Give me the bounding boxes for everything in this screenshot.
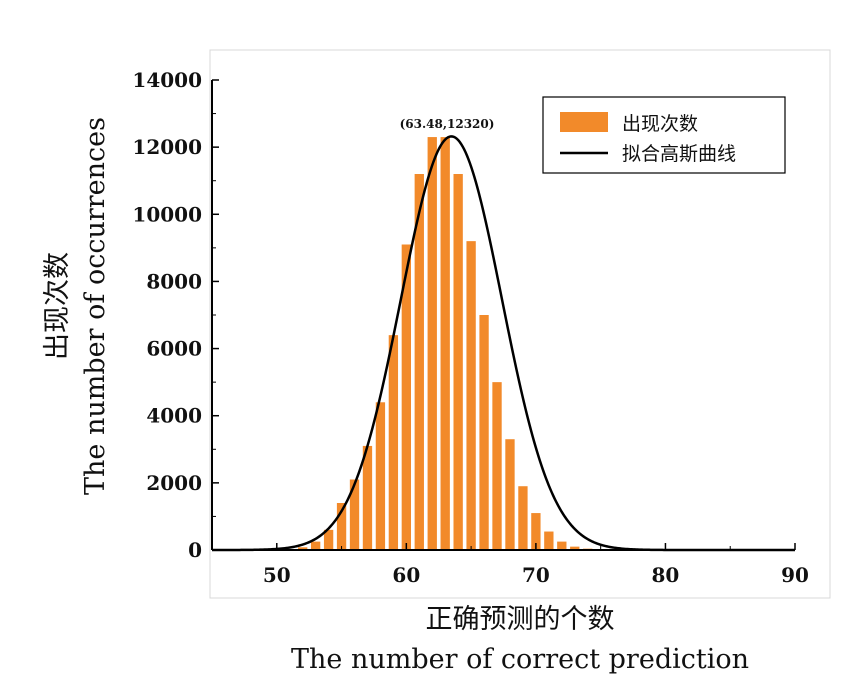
x-tick-label: 80	[652, 563, 680, 587]
histogram-bar	[388, 335, 399, 550]
x-ticks: 50 60 70 80 90	[263, 543, 809, 587]
y-tick-label: 0	[188, 538, 202, 562]
y-tick-label: 12000	[132, 135, 202, 159]
histogram-bar	[349, 479, 360, 550]
y-ticks: 0 2000 4000 6000 8000 10000 12000 14000	[132, 68, 219, 562]
gaussian-fit-curve	[212, 135, 795, 552]
histogram-bar	[544, 531, 554, 550]
histogram-bar	[427, 137, 437, 551]
histogram-bar	[323, 529, 334, 550]
plot-frame	[209, 49, 831, 599]
histogram-bar	[336, 503, 347, 550]
x-axis-title-cn: 正确预测的个数	[426, 604, 615, 635]
histogram-bar	[570, 546, 580, 550]
y-tick-label: 14000	[132, 68, 202, 92]
histogram-bar	[505, 439, 515, 550]
histogram-bars	[298, 137, 593, 551]
histogram-bar	[492, 382, 502, 550]
histogram-bar	[414, 174, 424, 550]
x-tick-label: 90	[781, 563, 809, 587]
histogram-bar	[557, 541, 567, 550]
histogram-bar	[518, 486, 528, 550]
y-axis-title-cn: 出现次数	[42, 252, 73, 360]
y-axis-title-en: The number of occurrences	[80, 117, 111, 495]
y-tick-label: 10000	[132, 202, 202, 226]
y-tick-label: 8000	[146, 269, 202, 293]
histogram-bar	[310, 541, 321, 550]
legend-curve-label: 拟合高斯曲线	[622, 143, 736, 165]
x-tick-label: 70	[522, 563, 550, 587]
legend-box	[542, 96, 786, 174]
x-axis-title-en: The number of correct prediction	[291, 644, 749, 675]
histogram-bar	[298, 547, 308, 550]
peak-annotation: (63.48,12320)	[400, 117, 495, 131]
histogram-bar	[375, 402, 386, 550]
y-tick-label: 2000	[146, 471, 202, 495]
histogram-bar	[531, 513, 541, 550]
x-tick-label: 60	[392, 563, 420, 587]
histogram-bar	[362, 445, 373, 550]
histogram-bar	[466, 241, 476, 550]
histogram-bar	[440, 137, 450, 551]
histogram-bar	[453, 174, 463, 550]
x-tick-label: 50	[263, 563, 291, 587]
legend-bar-label: 出现次数	[622, 113, 698, 135]
y-tick-label: 4000	[146, 404, 202, 428]
y-tick-label: 6000	[146, 337, 202, 361]
legend-bar-swatch	[560, 112, 608, 132]
histogram-bar	[401, 244, 411, 550]
legend: 出现次数 拟合高斯曲线	[542, 96, 786, 174]
histogram-bar	[479, 315, 489, 550]
